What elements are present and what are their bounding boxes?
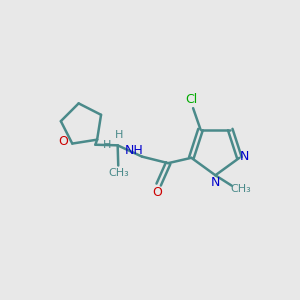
Text: Cl: Cl [185, 93, 198, 106]
Text: N: N [211, 176, 220, 189]
Text: O: O [152, 186, 162, 200]
Text: N: N [240, 150, 250, 163]
Text: H: H [115, 130, 123, 140]
Text: O: O [58, 135, 68, 148]
Text: H: H [102, 140, 111, 150]
Text: CH₃: CH₃ [109, 168, 129, 178]
Text: NH: NH [124, 144, 143, 157]
Text: CH₃: CH₃ [231, 184, 252, 194]
